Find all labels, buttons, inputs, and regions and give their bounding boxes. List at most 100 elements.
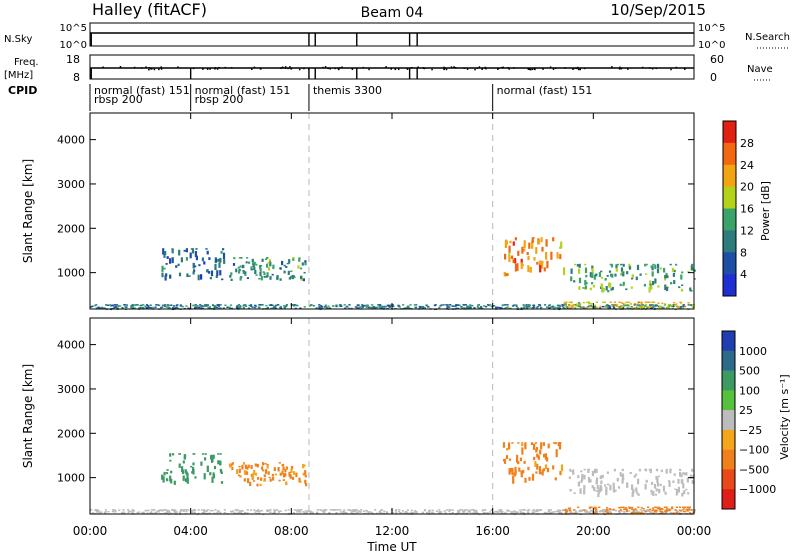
power-echo-cell xyxy=(250,266,253,271)
power-echo-cell xyxy=(176,304,179,306)
power-echo-cell xyxy=(600,270,603,273)
power-echo-cell xyxy=(465,306,468,309)
power-echo-cell xyxy=(388,306,391,308)
power-echo-cell xyxy=(212,304,215,307)
power-echo-cell xyxy=(680,302,683,304)
velocity-echo-cell xyxy=(219,453,222,455)
power-echo-cell xyxy=(266,306,269,309)
velocity-echo-cell xyxy=(289,474,292,479)
power-echo-cell xyxy=(169,274,172,279)
power-echo-cell xyxy=(639,306,642,308)
power-echo-cell xyxy=(265,304,268,307)
power-echo-cell xyxy=(522,304,525,306)
power-echo-cell xyxy=(657,302,660,304)
nave-dot xyxy=(476,67,478,69)
power-echo-cell xyxy=(635,276,638,281)
power-echo-cell xyxy=(255,274,258,276)
power-echo-cell xyxy=(387,305,390,307)
power-echo-cell xyxy=(552,237,555,242)
velocity-echo-cell xyxy=(220,471,223,474)
velocity-echo-cell xyxy=(612,485,615,491)
velocity-echo-cell xyxy=(579,488,582,494)
power-echo-cell xyxy=(207,306,210,309)
power-echo-cell xyxy=(186,273,189,278)
velocity-echo-cell xyxy=(630,508,633,510)
velocity-echo-cell xyxy=(250,465,253,470)
velocity-echo-cell xyxy=(623,510,626,513)
power-echo-cell xyxy=(627,305,631,307)
power-echo-cell xyxy=(300,267,303,270)
velocity-echo-cell xyxy=(517,511,520,513)
velocity-echo-cell xyxy=(689,474,692,479)
velocity-echo-cell xyxy=(266,464,269,466)
velocity-echo-cell xyxy=(669,511,672,514)
power-echo-cell xyxy=(185,305,188,307)
velocity-echo-cell xyxy=(516,454,519,463)
velocity-echo-region-5 xyxy=(564,506,696,516)
power-echo-cell xyxy=(564,304,567,307)
velocity-echo-cell xyxy=(629,472,632,474)
power-echo-cell xyxy=(648,287,651,293)
power-echo-cell xyxy=(105,304,108,306)
nave-dot xyxy=(651,68,654,70)
velocity-echo-cell xyxy=(564,512,567,514)
power-echo-cell xyxy=(616,304,619,306)
velocity-echo-cell xyxy=(178,463,181,468)
velocity-echo-cell xyxy=(428,509,431,512)
nave-dot xyxy=(497,67,500,69)
velocity-echo-cell xyxy=(637,478,640,485)
nave-dot xyxy=(149,67,152,70)
velocity-echo-cell xyxy=(335,512,338,514)
velocity-echo-cell xyxy=(118,509,121,512)
power-echo-cell xyxy=(415,306,418,309)
velocity-echo-cell xyxy=(277,511,280,513)
velocity-echo-cell xyxy=(595,481,598,484)
power-echo-cell xyxy=(556,304,559,307)
nave-dot xyxy=(151,68,153,70)
velocity-echo-cell xyxy=(238,510,241,512)
velocity-echo-cell xyxy=(206,465,209,472)
velocity-echo-cell xyxy=(463,510,466,512)
velocity-echo-cell xyxy=(637,511,640,513)
power-echo-cell xyxy=(180,257,183,263)
power-echo-cell xyxy=(605,286,608,291)
power-echo-cell xyxy=(593,274,596,280)
velocity-echo-cell xyxy=(544,453,547,460)
power-echo-cell xyxy=(622,305,625,307)
velocity-echo-cell xyxy=(257,510,261,513)
velocity-echo-cell xyxy=(530,442,533,445)
velocity-echo-cell xyxy=(607,483,610,486)
velocity-echo-cell xyxy=(596,510,599,513)
power-echo-cell xyxy=(531,306,534,309)
power-echo-cell xyxy=(448,306,451,308)
power-echo-cell xyxy=(236,305,239,307)
power-echo-cell xyxy=(520,307,523,309)
power-echo-cell xyxy=(517,250,520,256)
velocity-echo-cell xyxy=(613,468,616,472)
power-echo-cell xyxy=(94,304,97,307)
velocity-echo-cell xyxy=(660,469,663,473)
power-echo-cell xyxy=(455,307,458,309)
velocity-echo-cell xyxy=(354,510,357,513)
velocity-echo-cell xyxy=(333,509,336,511)
xtick-label-5: 20:00 xyxy=(576,524,611,538)
velocity-echo-cell xyxy=(412,511,415,514)
power-echo-cell xyxy=(258,306,261,309)
velocity-echo-cell xyxy=(238,465,241,468)
velocity-echo-cell xyxy=(178,453,181,455)
velocity-echo-cell xyxy=(665,506,668,508)
power-echo-cell xyxy=(455,304,458,306)
velocity-echo-cell xyxy=(347,509,350,511)
power-echo-cell xyxy=(524,305,527,307)
power-echo-cell xyxy=(398,306,401,308)
power-echo-cell xyxy=(252,263,255,268)
power-echo-cell xyxy=(626,307,629,309)
nave-dot xyxy=(466,68,469,70)
velocity-colorbar-swatch-3 xyxy=(722,390,735,411)
velocity-echo-cell xyxy=(502,459,506,462)
velocity-echo-cell xyxy=(565,510,568,512)
power-echo-cell xyxy=(113,306,116,308)
velocity-echo-cell xyxy=(554,477,557,481)
velocity-echo-cell xyxy=(564,509,567,511)
velocity-echo-cell xyxy=(573,509,576,511)
